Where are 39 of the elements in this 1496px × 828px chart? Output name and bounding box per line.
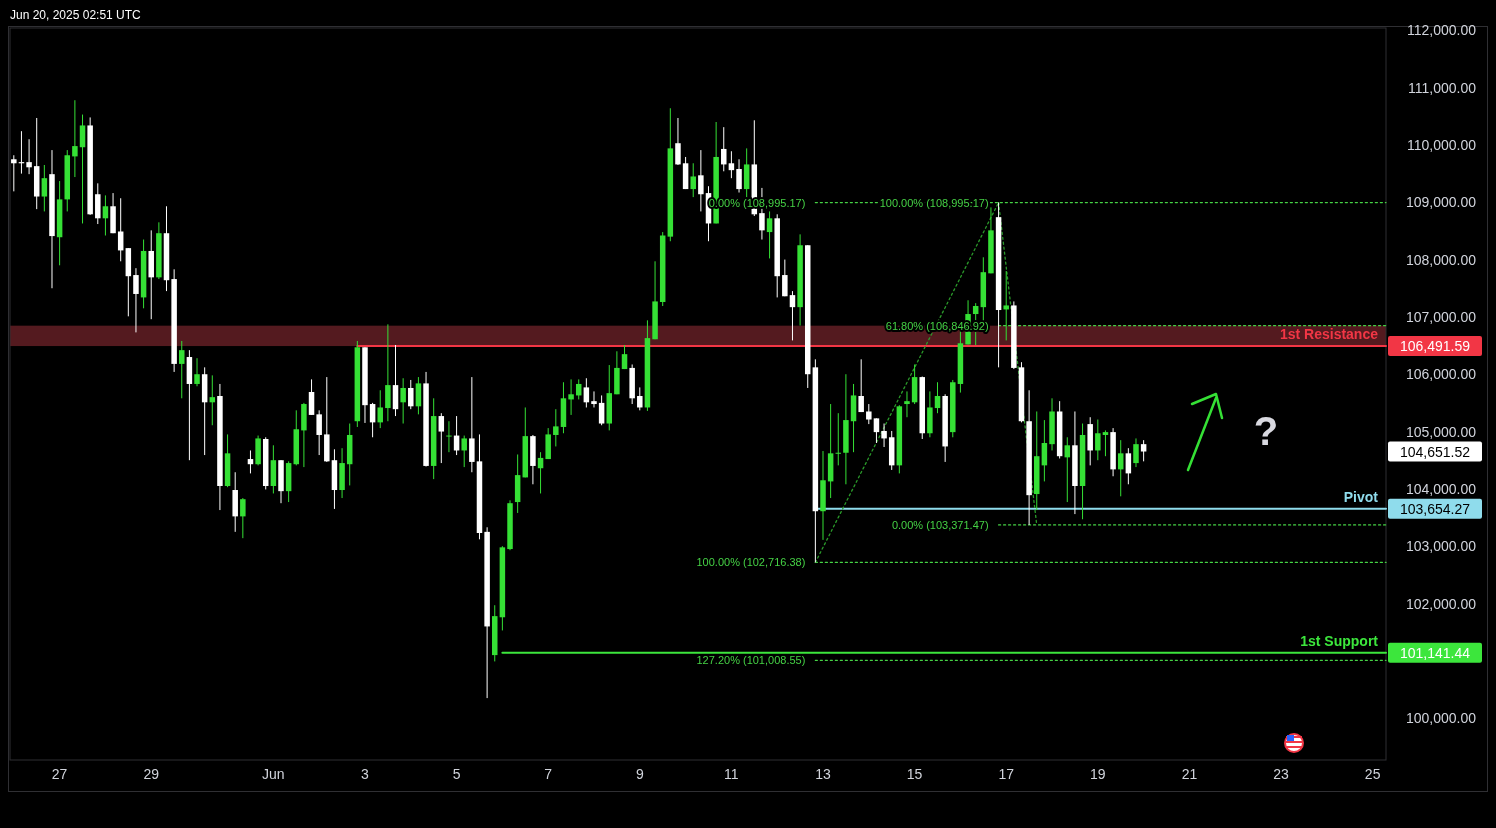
y-tick-label: 109,000.00 <box>1405 194 1477 211</box>
x-tick-label: 19 <box>1090 766 1106 782</box>
annotation: 103,654.27 <box>1399 500 1471 517</box>
y-tick-label: 102,000.00 <box>1405 595 1477 612</box>
x-tick-label: 17 <box>998 766 1015 782</box>
y-tick-label: 110,000.00 <box>1406 136 1477 153</box>
y-tick-label: 111,000.00 <box>1408 79 1477 96</box>
annotation: 101,141.44 <box>1399 644 1471 661</box>
y-tick-label: 106,000.00 <box>1405 366 1477 383</box>
x-tick-label: 23 <box>1273 766 1290 782</box>
series-label: 1st Support <box>1300 632 1379 649</box>
y-tick-label: 100,000.00 <box>1405 710 1477 727</box>
series-label: 1st Resistance <box>1279 326 1379 343</box>
x-tick-label: 13 <box>815 766 831 782</box>
x-tick-label: 21 <box>1181 766 1198 782</box>
x-tick-label: Jun <box>262 766 285 782</box>
text: 104,651.52 <box>1399 443 1471 460</box>
y-tick-label: 107,000.00 <box>1405 308 1477 325</box>
x-tick-label: 7 <box>544 766 553 782</box>
x-tick-label: 11 <box>724 766 739 782</box>
x-tick-label: 25 <box>1364 766 1381 782</box>
x-tick-label: 9 <box>635 766 644 782</box>
x-tick-label: 15 <box>906 766 923 782</box>
x-tick-label: 27 <box>51 766 68 782</box>
y-tick-label: 112,000.00 <box>1406 22 1477 39</box>
y-tick-label: 105,000.00 <box>1405 423 1477 440</box>
annotation: 106,491.59 <box>1399 338 1471 355</box>
x-tick-label: 5 <box>452 766 461 782</box>
y-tick-label: 108,000.00 <box>1405 251 1477 268</box>
annotation: ? <box>1253 409 1279 453</box>
annotation: 100.00% (102,716.38) <box>696 556 806 569</box>
x-tick-label: 3 <box>361 766 370 782</box>
series-label: Pivot <box>1343 488 1379 505</box>
y-tick-label: 104,000.00 <box>1405 480 1477 497</box>
annotation: 127.20% (101,008.55) <box>696 654 806 667</box>
y-tick-label: 103,000.00 <box>1405 538 1477 555</box>
chart-title: Jun 20, 2025 02:51 UTC <box>10 8 142 22</box>
annotation: 0.00% (103,371.47) <box>891 518 989 531</box>
x-tick-label: 29 <box>143 766 160 782</box>
